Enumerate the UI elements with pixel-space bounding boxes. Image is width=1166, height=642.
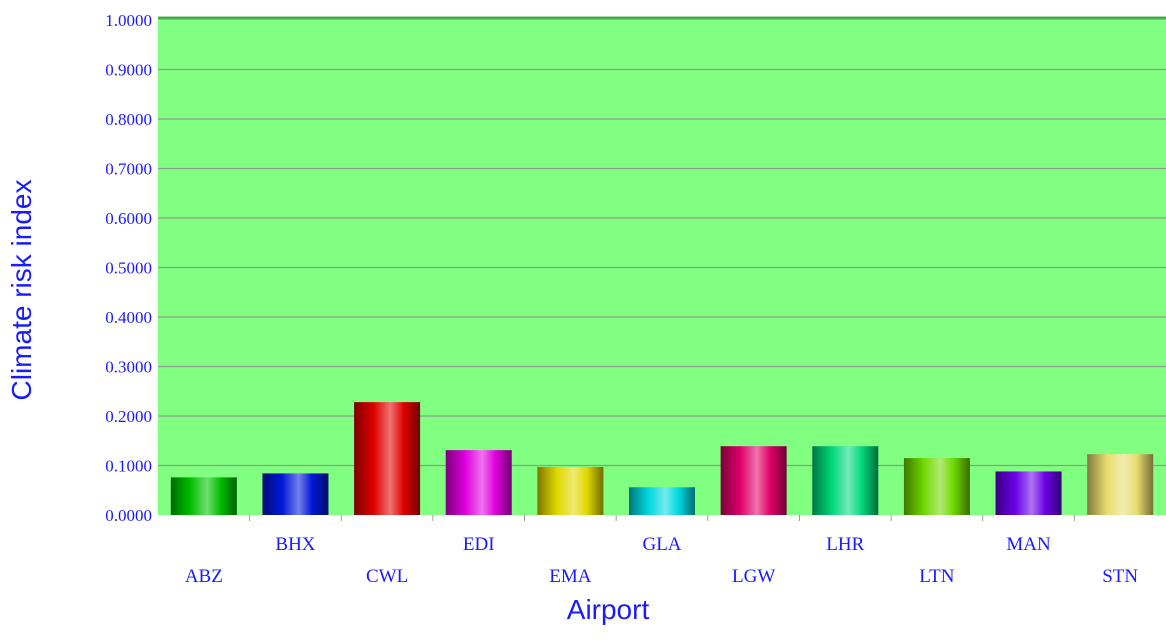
bar-lgw bbox=[720, 446, 787, 515]
x-tick-labels: ABZ BHX CWL EDI EMA GLA LGW LHR LTN MAN STN bbox=[185, 534, 1139, 587]
y-tick-label: 0.2000 bbox=[105, 407, 152, 426]
y-tick-label: 0.4000 bbox=[105, 308, 152, 327]
x-axis-label: Airport bbox=[566, 594, 650, 625]
bar-ema bbox=[537, 466, 604, 515]
x-tick-label: STN bbox=[1102, 566, 1138, 587]
y-axis-label: Climate risk index bbox=[6, 179, 37, 401]
bar-ltn bbox=[903, 458, 970, 515]
y-tick-label: 0.0000 bbox=[105, 506, 152, 525]
bar-stn bbox=[1087, 454, 1154, 515]
x-tick-label: LHR bbox=[826, 534, 864, 555]
y-tick-labels: 0.0000 0.1000 0.2000 0.3000 0.4000 0.5000 0.60… bbox=[105, 11, 152, 525]
y-tick-label: 0.9000 bbox=[105, 61, 152, 80]
y-tick-label: 1.0000 bbox=[105, 11, 152, 30]
bar-gla bbox=[629, 487, 695, 515]
y-tick-label: 0.3000 bbox=[105, 358, 152, 377]
bar-edi bbox=[445, 450, 512, 515]
x-tick-label: BHX bbox=[275, 534, 315, 555]
bar-man bbox=[995, 471, 1062, 515]
bar-lhr bbox=[812, 446, 879, 515]
bar-bhx bbox=[262, 473, 329, 515]
bars bbox=[170, 402, 1154, 515]
plot-background bbox=[158, 18, 1166, 515]
y-tick-label: 0.8000 bbox=[105, 110, 152, 129]
y-tick-label: 0.1000 bbox=[105, 457, 152, 476]
bar-cwl bbox=[354, 402, 421, 515]
x-tick-label: EMA bbox=[549, 566, 592, 587]
x-tick-label: EDI bbox=[463, 534, 495, 555]
x-tick-label: GLA bbox=[642, 534, 681, 555]
y-tick-label: 0.7000 bbox=[105, 160, 152, 179]
x-separators bbox=[249, 515, 1075, 521]
x-tick-label: ABZ bbox=[185, 566, 223, 587]
bar-abz bbox=[170, 477, 237, 515]
y-tick-label: 0.6000 bbox=[105, 209, 152, 228]
x-tick-label: CWL bbox=[366, 566, 408, 587]
x-tick-label: LTN bbox=[919, 566, 954, 587]
x-tick-label: MAN bbox=[1006, 534, 1051, 555]
y-tick-label: 0.5000 bbox=[105, 259, 152, 278]
x-tick-label: LGW bbox=[732, 566, 775, 587]
gridlines bbox=[158, 68, 1166, 467]
